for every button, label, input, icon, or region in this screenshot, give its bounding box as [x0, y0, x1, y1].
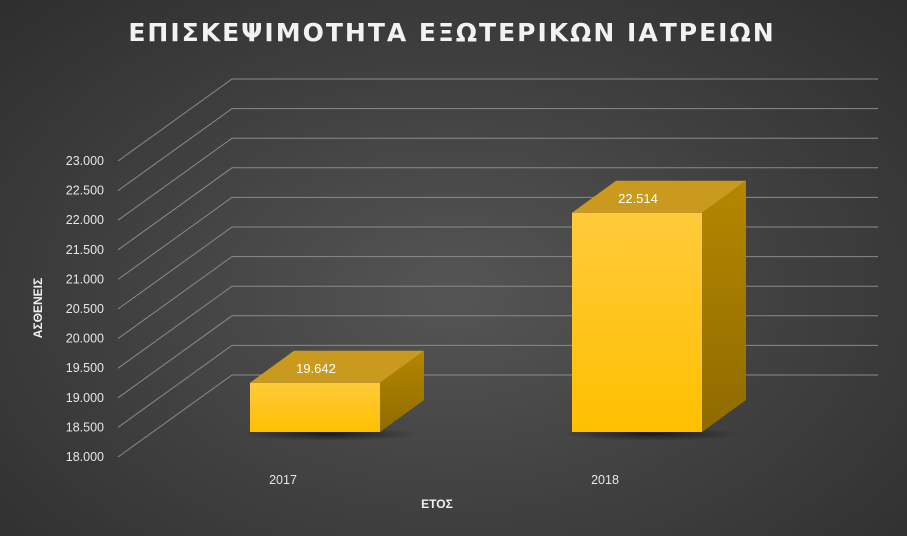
gridline [117, 78, 878, 162]
gridline [117, 108, 878, 192]
y-tick-label: 19.000 [66, 391, 104, 405]
gridline [117, 137, 878, 221]
gridline [117, 256, 878, 340]
x-tick-labels: 2017 2018 [269, 473, 619, 487]
x-axis-label: ΕΤΟΣ [421, 497, 453, 511]
y-tick-label: 18.000 [66, 450, 104, 464]
gridline [117, 285, 878, 369]
gridline [117, 226, 878, 310]
data-label: 19.642 [296, 361, 336, 376]
gridlines [117, 78, 878, 458]
gridline [117, 315, 878, 399]
gridline [117, 374, 878, 458]
y-tick-labels: 18.000 18.500 19.000 19.500 20.000 20.500 21.0… [66, 154, 104, 464]
gridline [117, 344, 878, 428]
gridline [117, 196, 878, 280]
y-tick-label: 19.500 [66, 361, 104, 375]
y-tick-label: 20.000 [66, 332, 104, 346]
y-tick-label: 21.000 [66, 272, 104, 286]
bar [572, 212, 702, 432]
y-tick-label: 21.500 [66, 243, 104, 257]
bar-top [250, 350, 424, 383]
bar [250, 382, 380, 432]
y-tick-label: 22.000 [66, 213, 104, 227]
x-tick-label: 2017 [269, 473, 297, 487]
bars: 19.642 22.514 [240, 180, 746, 441]
y-axis-label: ΑΣΘΕΝΕΙΣ [31, 278, 45, 338]
x-tick-label: 2018 [591, 473, 619, 487]
data-label: 22.514 [618, 191, 658, 206]
chart-title: ΕΠΙΣΚΕΨΙΜΟΤΗΤΑ ΕΞΩΤΕΡΙΚΩΝ ΙΑΤΡΕΙΩΝ [128, 18, 775, 47]
bar-top [572, 180, 746, 213]
y-tick-label: 23.000 [66, 154, 104, 168]
y-tick-label: 20.500 [66, 302, 104, 316]
gridline [117, 167, 878, 251]
y-tick-label: 22.500 [66, 184, 104, 198]
bar-side [380, 350, 424, 432]
bar-side [702, 180, 746, 432]
y-tick-label: 18.500 [66, 420, 104, 434]
